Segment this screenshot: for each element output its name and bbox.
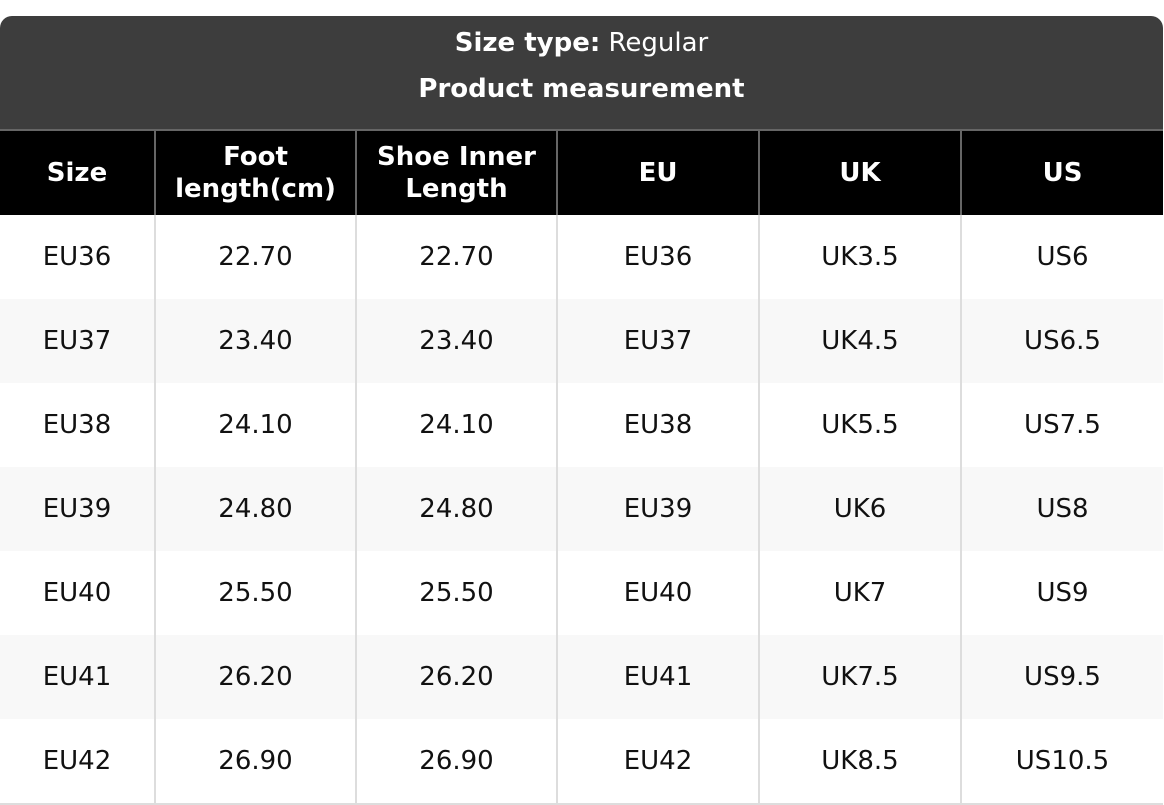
table-cell: 22.70: [154, 215, 356, 299]
table-cell: US9.5: [960, 635, 1163, 719]
table-cell: UK7: [758, 551, 961, 635]
table-cell: US7.5: [960, 383, 1163, 467]
table-cell: 22.70: [355, 215, 557, 299]
table-cell: 23.40: [154, 299, 356, 383]
table-cell: UK8.5: [758, 719, 961, 803]
table-row: EU39 24.80 24.80 EU39 UK6 US8: [0, 467, 1163, 551]
table-cell: 26.20: [355, 635, 557, 719]
table-cell: EU37: [0, 299, 155, 383]
table-cell: US6.5: [960, 299, 1163, 383]
table-cell: UK5.5: [758, 383, 961, 467]
table-cell: EU40: [42, 578, 112, 608]
column-header: Shoe Inner Length: [355, 129, 557, 215]
table-row: EU37 23.40 23.40 EU37 UK4.5 US6.5: [0, 299, 1163, 383]
table-cell: EU40: [556, 551, 759, 635]
table-cell: EU36: [42, 242, 112, 272]
column-header: Size: [0, 129, 155, 215]
header-row: Size Foot length(cm) Shoe Inner Length EU UK…: [0, 129, 1163, 215]
table-row: EU38 24.10 24.10 EU38 UK5.5 US7.5: [0, 383, 1163, 467]
table-cell: EU39: [0, 467, 155, 551]
table-cell: 26.90: [154, 719, 356, 803]
table-cell: US9: [960, 551, 1163, 635]
size-type-value: Regular: [608, 28, 709, 58]
column-header: Foot length(cm): [154, 129, 356, 215]
size-type: Size type: Regular: [0, 16, 1163, 72]
table-cell: 24.10: [154, 383, 356, 467]
table-row: EU41 26.20 26.20 EU41 UK7.5 US9.5: [0, 635, 1163, 719]
size-type-label: Size type:: [454, 28, 601, 58]
table-cell: EU39: [556, 467, 759, 551]
table-cell: 24.10: [355, 383, 557, 467]
table-cell: 23.40: [355, 299, 557, 383]
table-cell: US8: [960, 467, 1163, 551]
table-cell: EU38: [42, 410, 112, 440]
table-cell: UK7.5: [758, 635, 961, 719]
size-table: Size Foot length(cm) Shoe Inner Length EU UK…: [0, 129, 1163, 803]
table-cell: UK6: [758, 467, 961, 551]
table-cell: US6: [960, 215, 1163, 299]
table-cell: 26.90: [355, 719, 557, 803]
table-cell: EU41: [0, 635, 155, 719]
table-cell: EU42: [556, 719, 759, 803]
table-cell: EU42: [42, 746, 112, 776]
chart-header: Size type: Regular Product measurement: [0, 16, 1163, 129]
table-cell: UK3.5: [758, 215, 961, 299]
column-header: US: [960, 129, 1163, 215]
table-cell: 24.80: [154, 467, 356, 551]
column-header: EU: [556, 129, 759, 215]
table-cell: EU38: [556, 383, 759, 467]
table-cell: 25.50: [154, 551, 356, 635]
table-row: EU36 22.70 22.70 EU36 UK3.5 US6: [0, 215, 1163, 299]
table-cell: EU41: [556, 635, 759, 719]
table-cell: 26.20: [154, 635, 356, 719]
size-chart: Size type: Regular Product measurement S…: [0, 16, 1163, 805]
table-row: EU40 25.50 25.50 EU40 UK7 US9: [0, 551, 1163, 635]
table-cell: EU37: [556, 299, 759, 383]
subtitle: Product measurement: [418, 74, 745, 104]
table-cell: 25.50: [355, 551, 557, 635]
table-row: EU42 26.90 26.90 EU42 UK8.5 US10.5: [0, 719, 1163, 803]
column-header: UK: [758, 129, 961, 215]
table-cell: 24.80: [355, 467, 557, 551]
table-cell: US10.5: [960, 719, 1163, 803]
table-cell: EU36: [556, 215, 759, 299]
table-cell: UK4.5: [758, 299, 961, 383]
